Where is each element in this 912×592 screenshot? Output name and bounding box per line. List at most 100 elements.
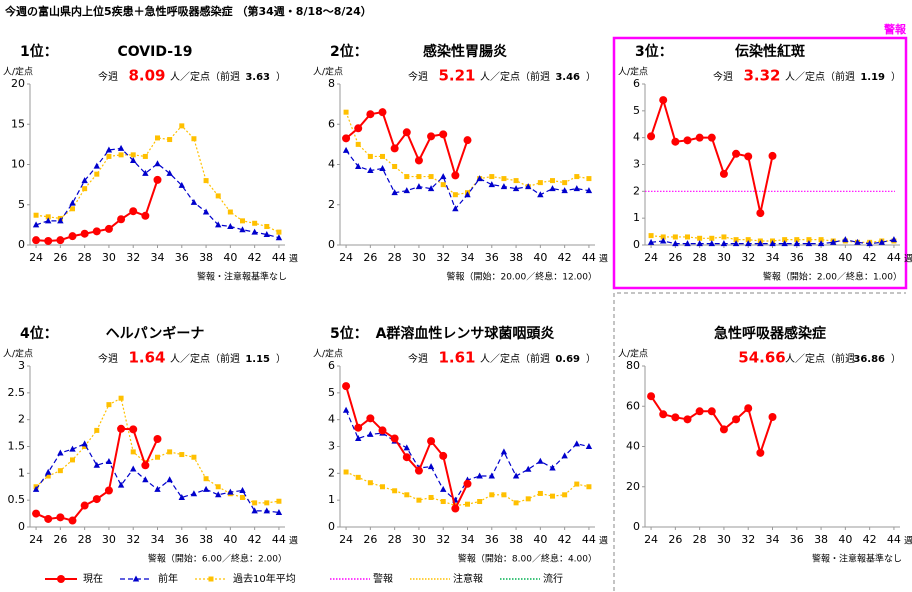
marker [562, 180, 568, 186]
marker [57, 217, 64, 224]
x-tick-label: 34 [766, 533, 780, 546]
footnote: 警報（開始：20.00／終息：12.00） [446, 271, 597, 283]
y-tick-label: 1 [633, 211, 640, 224]
y-tick-label: 1 [328, 493, 335, 506]
y-tick-label: 60 [626, 399, 640, 412]
this-week-value: 3.32 [743, 67, 780, 85]
marker [402, 453, 411, 462]
marker [562, 492, 568, 498]
marker [275, 234, 283, 241]
marker [129, 207, 138, 216]
marker [648, 233, 654, 239]
marker [105, 146, 113, 153]
marker [732, 415, 741, 424]
y-tick-label: 5 [633, 104, 640, 117]
x-unit: 週 [904, 254, 912, 265]
marker [117, 481, 125, 488]
x-tick-label: 38 [509, 251, 523, 264]
x-tick-label: 24 [644, 533, 658, 546]
marker [549, 185, 556, 192]
marker [179, 123, 185, 129]
marker [525, 465, 532, 472]
marker [118, 152, 124, 158]
y-unit: 人/定点 [3, 66, 33, 78]
x-tick-label: 28 [78, 533, 92, 546]
marker [239, 487, 246, 494]
x-tick-label: 24 [339, 533, 353, 546]
marker [439, 130, 448, 139]
x-tick-label: 32 [436, 533, 450, 546]
marker [817, 240, 825, 247]
marker [264, 500, 270, 506]
x-unit: 週 [289, 536, 298, 547]
x-tick-label: 30 [102, 533, 116, 546]
y-tick-label: 0 [328, 238, 335, 251]
x-tick-label: 44 [582, 251, 596, 264]
marker [367, 167, 374, 174]
marker [586, 176, 592, 182]
marker [130, 465, 137, 472]
marker [276, 498, 282, 504]
marker [890, 236, 898, 243]
marker [452, 205, 459, 212]
marker [719, 169, 728, 178]
marker [550, 493, 555, 499]
marker [721, 234, 727, 240]
y-tick-label: 2.5 [8, 386, 26, 399]
marker [659, 410, 668, 419]
marker [367, 430, 374, 437]
marker [380, 153, 385, 159]
marker [130, 156, 137, 163]
marker [414, 156, 423, 165]
marker [80, 229, 89, 238]
marker [464, 191, 471, 198]
y-tick-label: 2 [18, 413, 25, 426]
marker [208, 576, 214, 582]
x-tick-label: 34 [461, 251, 475, 264]
x-tick-label: 26 [53, 533, 67, 546]
marker [92, 227, 101, 236]
marker [203, 178, 209, 184]
marker [440, 182, 446, 188]
series-line [650, 96, 774, 214]
marker [428, 494, 434, 500]
marker [154, 160, 161, 167]
marker [33, 212, 39, 218]
marker [117, 215, 126, 224]
marker [440, 173, 447, 180]
footnote: 警報（開始：8.00／終息：4.00） [458, 553, 597, 565]
x-tick-label: 38 [199, 251, 213, 264]
rank: 1位： [20, 43, 58, 60]
legend-label: 流行 [543, 572, 563, 585]
marker [683, 415, 692, 424]
close-paren: ） [586, 71, 596, 83]
prev-value: 36.86 [853, 354, 885, 365]
marker [585, 443, 593, 449]
marker [647, 392, 656, 401]
x-tick-label: 34 [151, 533, 165, 546]
x-tick-label: 34 [766, 251, 780, 264]
unit-label: 人／定点（前週 [785, 352, 855, 365]
x-tick-label: 44 [887, 251, 901, 264]
y-tick-label: 6 [328, 117, 335, 130]
marker [392, 164, 398, 170]
marker [854, 238, 861, 245]
marker [500, 448, 508, 455]
marker [251, 228, 258, 235]
marker [403, 187, 410, 194]
marker [104, 224, 113, 233]
marker [45, 217, 52, 224]
disease-name: COVID-19 [117, 44, 192, 60]
disease-name: 急性呼吸器感染症 [714, 325, 826, 342]
y-tick-label: 1 [18, 466, 25, 479]
marker [355, 141, 361, 147]
marker [215, 491, 222, 498]
x-tick-label: 36 [175, 533, 189, 546]
marker [82, 444, 88, 449]
x-tick-label: 30 [102, 251, 116, 264]
x-tick-label: 38 [814, 251, 828, 264]
x-tick-label: 32 [126, 251, 140, 264]
marker [343, 469, 349, 475]
x-tick-label: 42 [248, 533, 262, 546]
marker [378, 426, 387, 435]
